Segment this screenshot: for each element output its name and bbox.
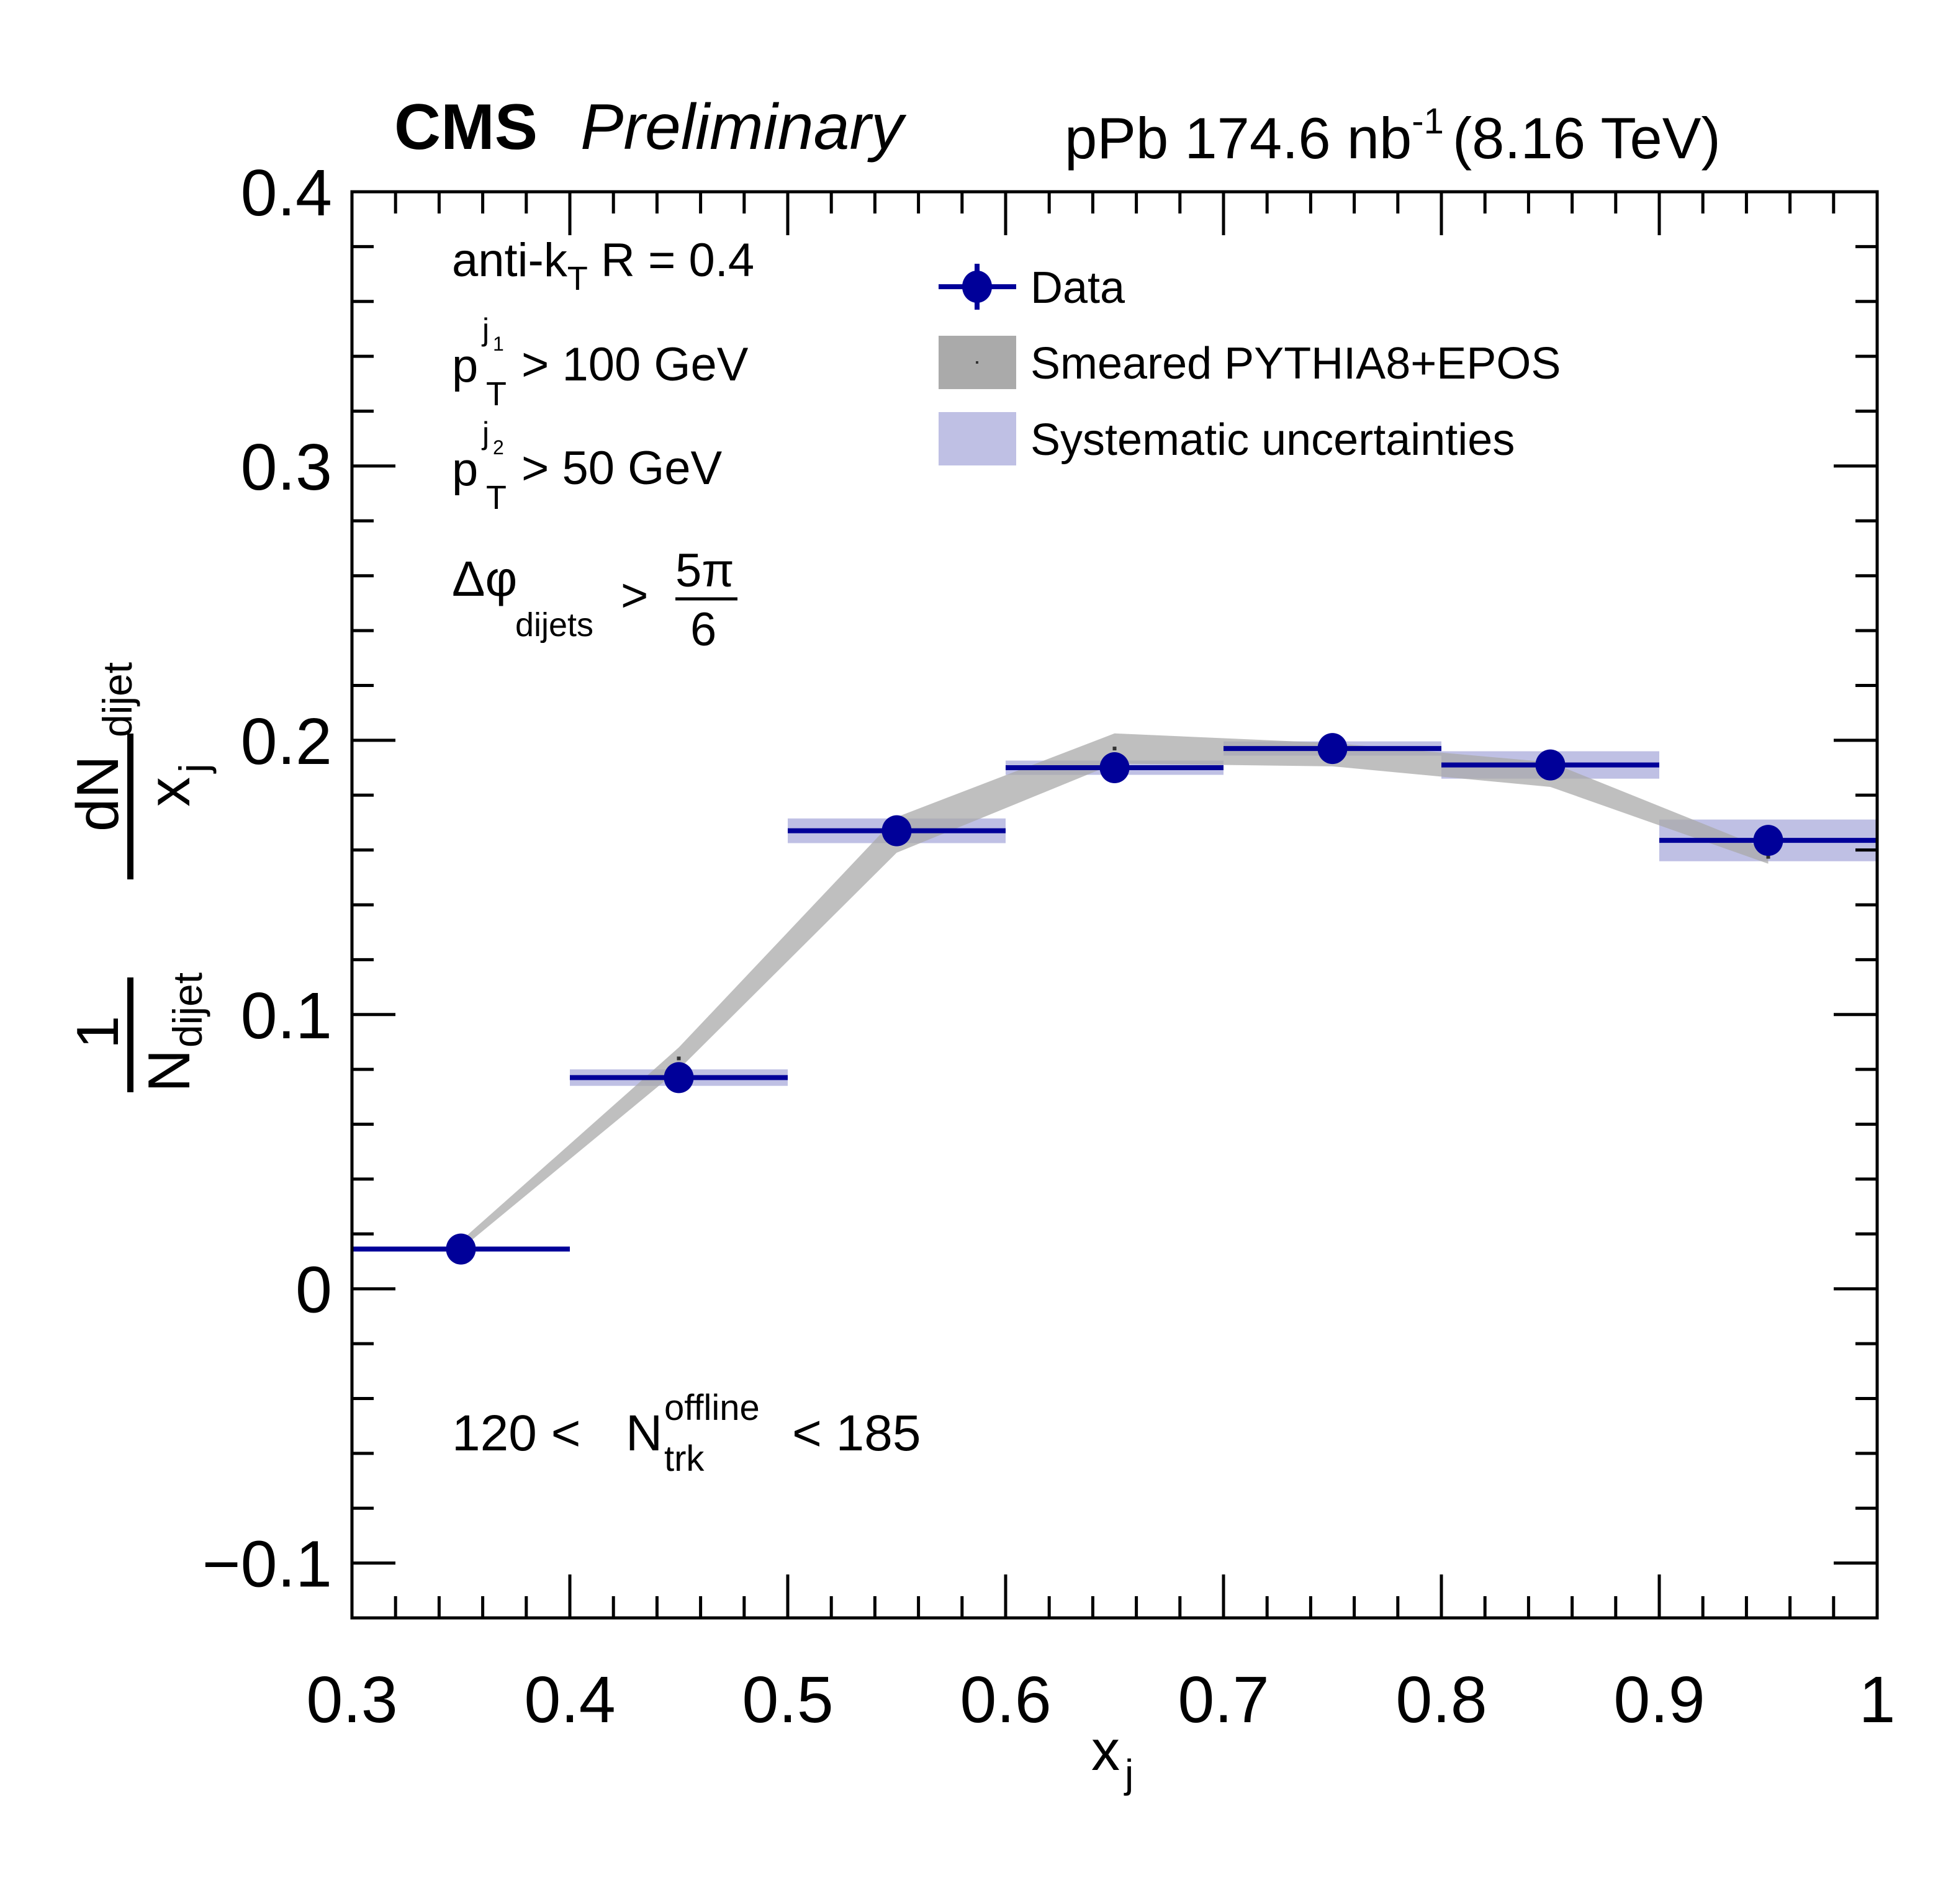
- data-points: [352, 733, 1877, 1265]
- x-tick-label: 0.3: [306, 1663, 397, 1736]
- legend-sys-label: Systematic uncertainties: [1030, 415, 1515, 465]
- y-axis-title: dN dijet x j 1 N dijet: [65, 662, 217, 1092]
- legend-item-sys: Systematic uncertainties: [939, 412, 1515, 465]
- experiment-label: CMS: [394, 91, 538, 163]
- x-tick-label: 0.4: [524, 1663, 615, 1736]
- pt2-rest: > 50 GeV: [521, 442, 723, 495]
- ntrk-main: N: [626, 1405, 662, 1462]
- dphi-main: Δφ: [452, 551, 517, 606]
- ntrk-annotation: 120 < N offline trk < 185: [452, 1388, 921, 1479]
- pt1-sub: T: [486, 375, 507, 413]
- dphi-numerator: 5π: [675, 544, 734, 597]
- dphi-denominator: 6: [690, 603, 716, 656]
- pt2-sup: j: [481, 416, 489, 451]
- mc-band-area: [461, 733, 1769, 1249]
- x-tick-label: 0.8: [1395, 1663, 1487, 1736]
- ylabel-n: N: [136, 1049, 202, 1092]
- xlabel-x-sub: j: [1124, 1751, 1133, 1796]
- legend: Data Smeared PYTHIA8+EPOS Systematic unc…: [939, 263, 1561, 465]
- legend-sys-swatch: [939, 412, 1016, 465]
- mc-marker: [1766, 855, 1770, 859]
- pt1-annotation: p j 1 T > 100 GeV: [452, 312, 749, 413]
- mc-band: [459, 733, 1770, 1249]
- pt1-supsub: 1: [493, 333, 504, 355]
- mc-marker: [677, 1056, 681, 1061]
- ylabel-dn: dN: [65, 755, 131, 832]
- algo-annotation: anti-kT R = 0.4: [452, 234, 754, 297]
- legend-data-marker: [962, 271, 992, 303]
- plot-frame: [350, 190, 1879, 1620]
- data-point: [881, 815, 912, 846]
- y-tick-label: 0.3: [241, 431, 332, 504]
- algo-sub: T: [567, 260, 588, 297]
- ylabel-x: x: [136, 777, 202, 807]
- algo-rest: R = 0.4: [588, 234, 754, 287]
- ylabel-one: 1: [65, 1016, 131, 1049]
- ntrk-sup: offline: [664, 1388, 760, 1428]
- lumi-exponent: -1: [1412, 101, 1444, 141]
- pt1-sup: j: [481, 312, 489, 347]
- ntrk-sub: trk: [664, 1439, 705, 1479]
- ylabel-dn-sub: dijet: [94, 662, 140, 737]
- data-point: [446, 1233, 476, 1265]
- x-tick-label: 1: [1859, 1663, 1896, 1736]
- y-tick-label: 0: [295, 1254, 332, 1327]
- xlabel-x: x: [1091, 1719, 1120, 1782]
- pt2-annotation: p j 2 T > 50 GeV: [452, 416, 723, 516]
- data-point: [664, 1062, 694, 1093]
- x-tick-label: 0.9: [1613, 1663, 1705, 1736]
- dphi-sub: dijets: [515, 606, 593, 644]
- data-point: [1317, 733, 1348, 765]
- x-tick-label: 0.7: [1178, 1663, 1269, 1736]
- y-tick-label: 0.2: [241, 705, 332, 778]
- ylabel-n-sub: dijet: [165, 972, 210, 1048]
- lumi-label: pPb 174.6 nb-1 (8.16 TeV): [1065, 101, 1721, 171]
- axis-ticks: [350, 190, 1879, 1620]
- energy-value: (8.16 TeV): [1453, 106, 1721, 171]
- data-point: [1535, 749, 1566, 781]
- status-label: Preliminary: [580, 91, 907, 163]
- algo-main: anti-k: [452, 234, 568, 287]
- data-point: [1099, 752, 1130, 784]
- lumi-value: pPb 174.6 nb: [1065, 106, 1412, 171]
- y-tick-label: −0.1: [202, 1528, 332, 1601]
- mc-marker: [1112, 747, 1117, 751]
- ntrk-low: 120 <: [452, 1405, 580, 1462]
- ylabel-x-sub: j: [171, 763, 217, 774]
- tick-labels: 0.3 0.4 0.5 0.6 0.7 0.8 0.9 1 −0.1 0 0.1 0.2 0.3 0.4: [202, 156, 1896, 1736]
- dphi-gt: >: [621, 569, 648, 622]
- dphi-annotation: Δφ dijets > 5π 6: [452, 544, 737, 656]
- y-tick-label: 0.1: [241, 979, 332, 1053]
- x-tick-label: 0.6: [960, 1663, 1051, 1736]
- legend-mc-label: Smeared PYTHIA8+EPOS: [1030, 339, 1561, 388]
- legend-mc-marker: [976, 361, 978, 364]
- data-point: [1753, 825, 1783, 856]
- x-axis-title: x j: [1091, 1719, 1133, 1796]
- pt2-main: p: [452, 443, 478, 496]
- legend-data-label: Data: [1030, 263, 1125, 313]
- pt2-supsub: 2: [493, 436, 504, 459]
- legend-item-data: Data: [939, 263, 1125, 313]
- ntrk-high: < 185: [792, 1405, 921, 1462]
- legend-item-mc: Smeared PYTHIA8+EPOS: [939, 336, 1561, 389]
- y-tick-label: 0.4: [241, 156, 332, 230]
- x-tick-label: 0.5: [742, 1663, 833, 1736]
- pt1-rest: > 100 GeV: [521, 338, 749, 391]
- pt2-sub: T: [486, 479, 507, 516]
- pt1-main: p: [452, 339, 478, 392]
